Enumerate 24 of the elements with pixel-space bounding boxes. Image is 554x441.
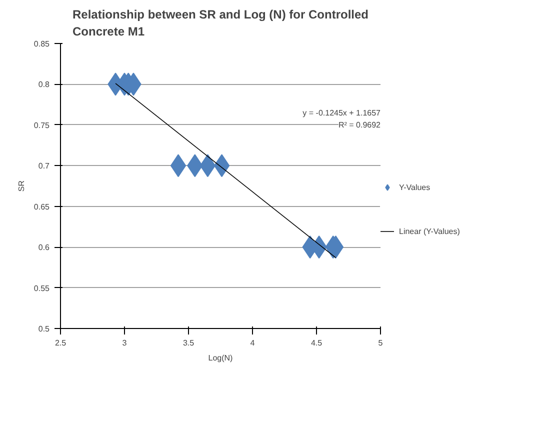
x-tick-label: 3.5 <box>182 338 195 348</box>
x-axis-title: Log(N) <box>208 354 234 362</box>
y-tick-label: 0.7 <box>38 162 50 171</box>
y-tick-label: 0.65 <box>34 202 50 212</box>
legend-label: Linear (Y-Values) <box>399 226 460 236</box>
y-tick-label: 0.8 <box>38 80 50 90</box>
x-tick-label: 5 <box>378 338 384 348</box>
point <box>200 154 216 178</box>
x-tick-label: 2.5 <box>54 338 67 348</box>
legend-label: Y-Values <box>399 182 430 192</box>
annotation: y = -0.1245x + 1.1657 <box>302 108 382 118</box>
y-tick-label: 0.85 <box>34 40 50 48</box>
chart-title: Relationship between SR and Log (N) for Controlled Concrete M1 <box>72 8 368 38</box>
annotation: R² = 0.9692 <box>338 120 382 130</box>
x-tick-label: 4 <box>250 338 256 348</box>
x-tick-label: 4.5 <box>310 338 323 348</box>
y-axis-title: SR <box>16 180 26 192</box>
x-tick-label: 3 <box>122 338 128 348</box>
point <box>214 154 230 178</box>
y-tick-label: 0.55 <box>34 284 50 293</box>
point <box>170 154 186 178</box>
y-tick-label: 0.6 <box>38 243 50 252</box>
y-tick-label: 0.5 <box>38 324 50 334</box>
y-tick-label: 0.75 <box>34 120 50 130</box>
